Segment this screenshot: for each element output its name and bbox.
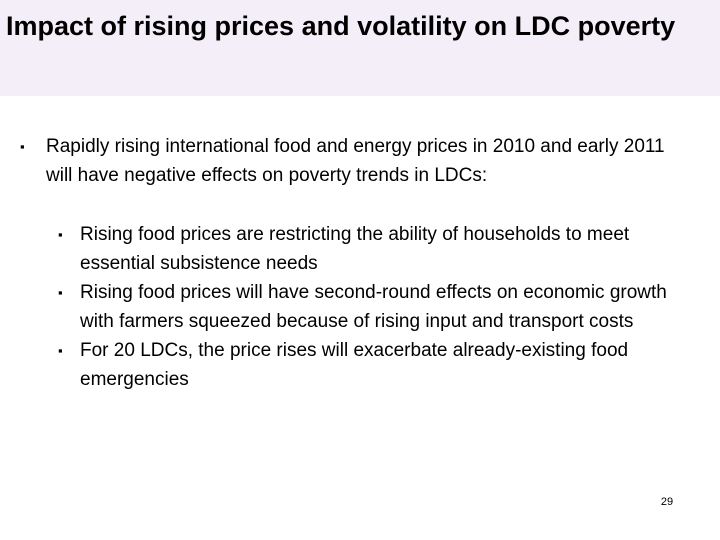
sub-bullet: ▪ For 20 LDCs, the price rises will exac… [58,336,700,394]
sub-bullet-text: Rising food prices will have second-roun… [80,282,667,332]
sub-bullet-text: For 20 LDCs, the price rises will exacer… [80,340,629,390]
bullet-marker-icon: ▪ [58,227,63,242]
bullet-marker-icon: ▪ [58,285,63,300]
main-bullet: ▪ Rapidly rising international food and … [20,132,686,190]
bullet-marker-icon: ▪ [20,139,25,154]
slide-title: Impact of rising prices and volatility o… [6,11,676,41]
slide-body: ▪ Rapidly rising international food and … [0,132,720,394]
title-band [0,0,720,96]
sub-bullet: ▪ Rising food prices are restricting the… [58,220,700,278]
bullet-marker-icon: ▪ [58,343,63,358]
sub-bullet-text: Rising food prices are restricting the a… [80,224,630,274]
spacer [0,190,720,220]
main-bullet-text: Rapidly rising international food and en… [46,136,665,186]
page-number: 29 [660,496,674,508]
sub-bullet: ▪ Rising food prices will have second-ro… [58,278,700,336]
